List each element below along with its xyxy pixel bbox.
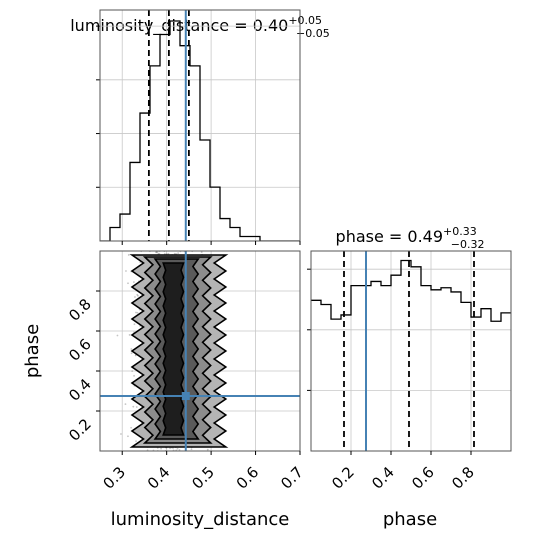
y-axis-label-phase: phase: [22, 324, 43, 378]
x-axis-label-luminosity-distance: luminosity_distance: [111, 509, 290, 530]
title-phase: phase = 0.49+0.33 −0.32: [336, 225, 485, 251]
joint-ytick-label-0: 0.2: [65, 415, 95, 445]
sample-point: [135, 406, 138, 408]
x-axis-label-phase: phase: [383, 509, 437, 530]
joint-xtick-label-0: 0.3: [99, 463, 129, 493]
density-contour-4: [162, 262, 185, 436]
joint-frame: [99, 250, 301, 452]
joint-xtick-label-1: 0.4: [144, 463, 174, 493]
sample-point: [132, 281, 135, 283]
sample-point: [130, 426, 133, 429]
hist-phase-xtick-label-3: 0.8: [448, 463, 478, 493]
sample-point: [200, 251, 203, 253]
sample-point: [190, 448, 193, 451]
sample-point: [155, 251, 158, 254]
hist-phase-xtick-label-0: 0.2: [328, 463, 358, 493]
histogram-phase: 0.2 0.4 0.6 0.8: [307, 250, 512, 493]
sample-point: [120, 433, 122, 435]
sample-point: [160, 447, 162, 450]
hist-phase-xtick-label-1: 0.4: [368, 463, 398, 493]
hist-phase-frame: [310, 250, 512, 452]
joint-xtick-label-2: 0.5: [188, 463, 218, 493]
hist-phase-xtick-label-2: 0.6: [408, 463, 438, 493]
sample-point: [134, 296, 136, 298]
hist-phase-plot-area: [311, 251, 511, 451]
sample-point: [130, 352, 133, 355]
sample-point: [133, 374, 135, 377]
sample-point: [135, 311, 137, 314]
sample-point: [176, 447, 179, 450]
hist-ld-histogram-step: [100, 20, 300, 241]
sample-point: [155, 251, 158, 254]
joint-ytick-label-2: 0.6: [65, 335, 95, 365]
sample-point: [206, 448, 209, 451]
histogram-luminosity-distance: [96, 9, 301, 245]
sample-point: [135, 440, 137, 443]
sample-point: [133, 323, 136, 326]
joint-density-panel: 0.3 0.4 0.5 0.6 0.7 0.2 0.4 0.6 0.8: [65, 250, 307, 493]
sample-point: [131, 370, 134, 373]
sample-point: [116, 334, 119, 337]
sample-point: [177, 252, 180, 255]
sample-point: [128, 334, 131, 336]
sample-point: [132, 405, 135, 408]
sample-point: [127, 282, 129, 285]
joint-plot-area: [100, 251, 300, 451]
sample-point: [134, 354, 137, 357]
sample-point: [124, 403, 127, 406]
sample-point: [156, 251, 159, 253]
joint-xtick-label-4: 0.7: [277, 463, 307, 493]
sample-point: [137, 294, 139, 297]
sample-point: [127, 435, 129, 438]
hist-phase-histogram-step: [311, 259, 511, 322]
hist-ld-frame: [99, 9, 301, 242]
sample-point: [130, 348, 133, 350]
sample-point: [136, 311, 139, 314]
title-luminosity-distance: luminosity_distance = 0.40+0.05 −0.05: [70, 14, 330, 40]
joint-truth-marker: [181, 392, 190, 400]
joint-ytick-label-1: 0.4: [65, 375, 95, 405]
sample-point: [127, 254, 130, 256]
joint-ytick-label-3: 0.8: [65, 295, 95, 325]
sample-point: [178, 449, 181, 451]
sample-point: [136, 293, 139, 296]
joint-xtick-label-3: 0.6: [233, 463, 263, 493]
sample-point: [125, 270, 127, 272]
hist-ld-plot-area: [100, 10, 300, 241]
